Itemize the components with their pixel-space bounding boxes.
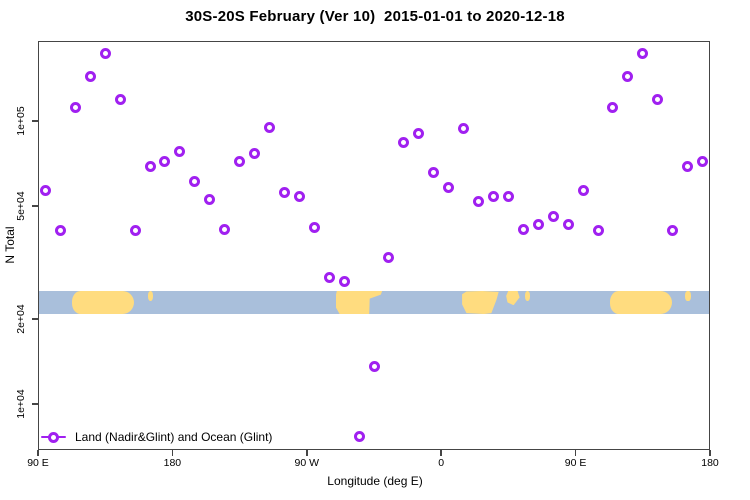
y-tick-mark [32, 318, 38, 320]
data-point [697, 155, 709, 167]
data-point [532, 219, 544, 231]
data-point [562, 219, 574, 231]
data-point [577, 184, 589, 196]
x-tick-mark [306, 450, 308, 456]
data-point [234, 155, 246, 167]
x-tick-mark [574, 450, 577, 456]
data-point [69, 101, 81, 113]
data-point [84, 70, 96, 82]
data-point [473, 195, 485, 207]
y-tick-mark [32, 205, 38, 207]
data-point [204, 193, 216, 205]
data-point [144, 161, 156, 173]
y-tick-mark [32, 120, 38, 122]
data-point [487, 191, 499, 203]
data-point [353, 430, 365, 442]
legend-label: Land (Nadir&Glint) and Ocean (Glint) [75, 430, 273, 444]
data-point [114, 94, 126, 106]
land-patch-australia-west-copy [72, 291, 135, 314]
y-tick-label: 5e+04 [15, 191, 27, 221]
land-patch-new-caledonia-west-copy [147, 291, 153, 301]
x-tick-label: 90 W [294, 457, 320, 469]
data-point [607, 101, 619, 113]
land-patch-new-caledonia-east-copy [685, 291, 691, 301]
data-point [323, 271, 335, 283]
x-tick-mark [171, 450, 174, 456]
x-tick-mark [709, 450, 711, 456]
land-patch-mauritius-reunion [524, 291, 531, 301]
data-point [293, 191, 305, 203]
data-point [547, 210, 559, 222]
data-point [219, 224, 231, 236]
x-tick-label: 180 [701, 457, 719, 469]
map-band [38, 291, 710, 314]
data-point [129, 225, 141, 237]
data-point [398, 136, 410, 148]
land-patch-madagascar [506, 291, 520, 306]
data-point [458, 123, 470, 135]
data-point [652, 94, 664, 106]
chart-title: 30S-20S February (Ver 10) 2015-01-01 to … [185, 8, 565, 25]
data-point [443, 182, 455, 194]
data-point [622, 70, 634, 82]
land-patch-africa [462, 291, 499, 314]
x-tick-mark [37, 450, 39, 456]
x-tick-mark [440, 450, 442, 456]
y-tick-label: 2e+04 [15, 304, 27, 334]
data-point [592, 225, 604, 237]
plot-area: Land (Nadir&Glint) and Ocean (Glint) [38, 41, 710, 450]
data-point [368, 360, 380, 372]
x-tick-label: 90 E [27, 457, 49, 469]
data-point [263, 121, 275, 133]
ocean-strip [38, 291, 710, 314]
data-point [338, 276, 350, 288]
data-point [667, 225, 679, 237]
land-patch-australia-east-copy [609, 291, 672, 314]
data-point [383, 251, 395, 263]
data-point [99, 48, 111, 60]
y-tick-label: 1e+05 [15, 106, 27, 136]
x-tick-label: 90 E [564, 457, 587, 469]
x-tick-label: 0 [438, 457, 445, 469]
y-tick-label: 1e+04 [15, 389, 27, 419]
data-point [308, 222, 320, 234]
data-point [502, 191, 514, 203]
data-point [682, 161, 694, 173]
data-point [517, 223, 529, 235]
data-point [189, 176, 201, 188]
data-point [637, 48, 649, 60]
x-axis-label: Longitude (deg E) [327, 474, 423, 488]
data-point [174, 146, 186, 158]
y-tick-mark [32, 403, 38, 405]
data-point [413, 128, 425, 140]
data-point [278, 186, 290, 198]
data-point [159, 155, 171, 167]
data-point [54, 225, 66, 237]
data-point [428, 166, 440, 178]
x-tick-label: 180 [163, 457, 182, 469]
legend-marker-icon [48, 431, 59, 443]
data-point [39, 184, 51, 196]
data-point [249, 147, 261, 159]
